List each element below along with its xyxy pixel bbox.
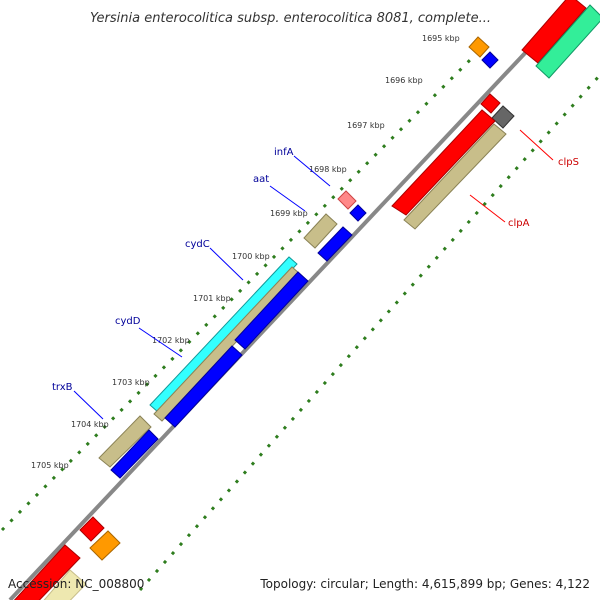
tick-label: 1697 kbp [347,121,385,130]
cds-feature-cyan-cydC[interactable] [149,256,298,413]
gene-label-clpS[interactable]: clpS [558,157,579,168]
gene-label-trxB[interactable]: trxB [52,382,73,393]
cds-feature-orange[interactable] [89,530,121,561]
tick-label: 1695 kbp [422,34,460,43]
genome-summary: Topology: circular; Length: 4,615,899 bp… [259,577,590,591]
tick-label: 1701 kbp [193,294,231,303]
cds-feature-olive-trxB[interactable] [98,415,152,468]
tick-label: 1698 kbp [309,165,347,174]
gene-label-cydC[interactable]: cydC [185,239,210,250]
tick-labels: 1695 kbp 1696 kbp 1697 kbp 1698 kbp 1699… [31,34,460,470]
cds-feature-red[interactable] [480,93,501,114]
outer-tick-ring [0,58,472,532]
tick-label: 1700 kbp [232,252,270,261]
cds-feature-blue[interactable] [349,204,367,222]
tick-label: 1696 kbp [385,76,423,85]
cds-feature-blue[interactable] [164,345,243,428]
cds-feature-olive[interactable] [303,213,338,249]
gene-label-clpA[interactable]: clpA [508,218,530,229]
tick-label: 1705 kbp [31,461,69,470]
cds-feature-olive-clpA[interactable] [403,123,507,230]
gene-label-infA[interactable]: infA [274,147,294,158]
cds-feature-pink[interactable] [337,190,357,210]
tick-label: 1703 kbp [112,378,150,387]
cds-feature-orange[interactable] [468,36,490,58]
gene-labels: infA aat cydC cydD trxB clpS clpA [52,147,579,393]
inner-tick-ring [138,74,600,591]
cds-feature-blue[interactable] [110,429,159,479]
gene-label-cydD[interactable]: cydD [115,316,141,327]
accession-label: Accession: NC_008800 [8,577,144,591]
tick-label: 1702 kbp [152,336,190,345]
gene-label-connectors [73,129,554,420]
cds-feature-blue[interactable] [317,226,353,262]
map-title: Yersinia enterocolitica subsp. enterocol… [90,11,491,26]
cds-feature-red[interactable] [10,544,81,600]
cds-feature-blue[interactable] [481,51,499,69]
gene-features [10,0,600,600]
cds-feature-gray[interactable] [491,105,515,129]
cds-feature-red[interactable] [521,0,587,64]
cds-feature-olive[interactable] [40,569,87,600]
cds-feature-blue-cydD[interactable] [234,271,309,350]
tick-label: 1704 kbp [71,420,109,429]
gene-label-aat[interactable]: aat [253,174,269,185]
tick-label: 1699 kbp [270,209,308,218]
cds-feature-mint[interactable] [535,4,600,79]
genome-backbone [8,0,577,600]
cds-feature-red-clpS[interactable] [391,109,496,216]
cds-feature-red[interactable] [79,516,105,542]
